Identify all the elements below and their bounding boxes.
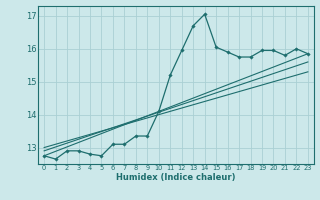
X-axis label: Humidex (Indice chaleur): Humidex (Indice chaleur): [116, 173, 236, 182]
